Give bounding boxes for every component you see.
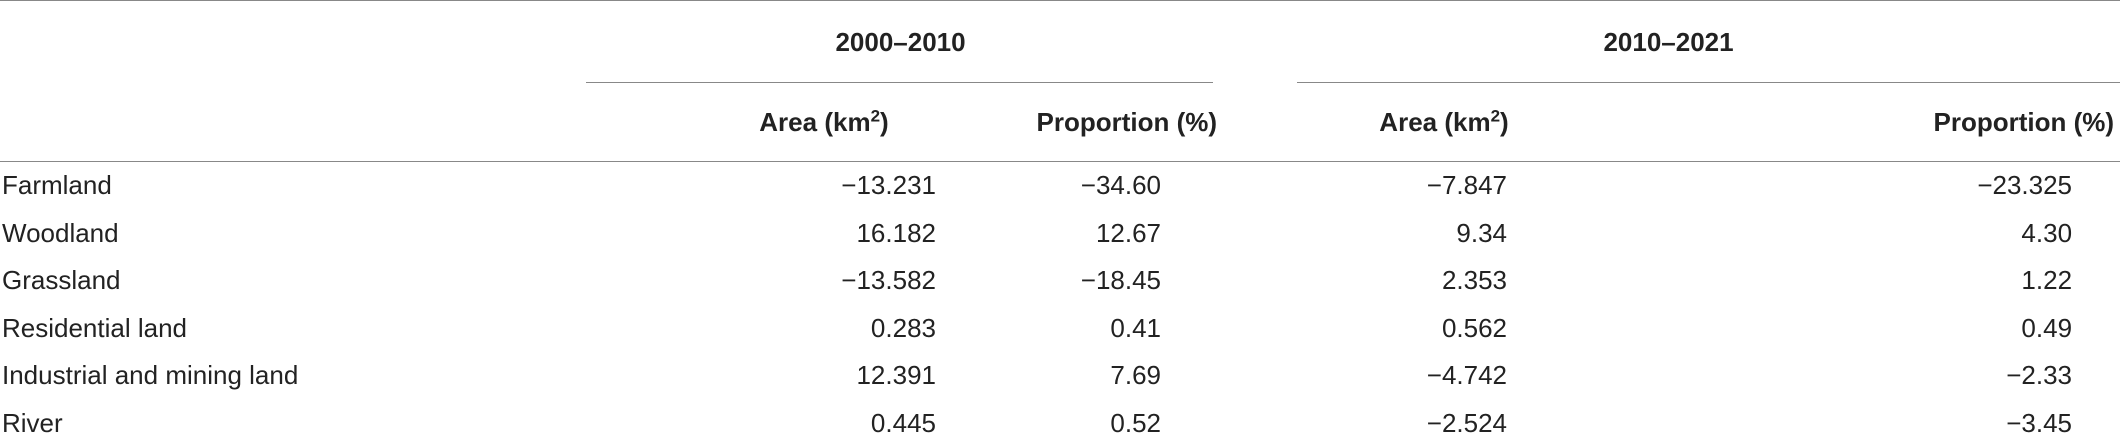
cell-proportion-2010-2021: −23.325 <box>1977 170 2073 201</box>
cell-area-2000-2010: −13.231 <box>841 170 936 201</box>
table-row: Farmland −13.231 −34.60 −7.847 −23.325 <box>0 162 2120 210</box>
row-label: Residential land <box>2 312 188 343</box>
cell-proportion-2000-2010: −18.45 <box>1080 265 1162 296</box>
subheader-area-2000-2010: Area (km2) <box>584 83 944 162</box>
cell-area-2000-2010: 0.445 <box>870 407 936 438</box>
group-label-2000-2010: 2000–2010 <box>835 26 966 57</box>
cell-proportion-2000-2010: 7.69 <box>1110 360 1162 391</box>
cell-area-2010-2021: 2.353 <box>1441 265 1508 296</box>
cell-area-2000-2010: 0.283 <box>870 312 936 343</box>
table-body: Farmland −13.231 −34.60 −7.847 −23.325 W… <box>0 162 2120 447</box>
header-group-row: 2000–2010 2010–2021 <box>0 0 2120 83</box>
cell-proportion-2010-2021: −2.33 <box>2006 360 2073 391</box>
table-header: 2000–2010 2010–2021 Area (km2) Proportio… <box>0 0 2120 162</box>
cell-area-2000-2010: 12.391 <box>856 360 936 391</box>
cell-proportion-2000-2010: 0.41 <box>1110 312 1162 343</box>
header-blank-subcell <box>0 83 584 162</box>
group-underline-2010-2021 <box>1297 82 2120 83</box>
group-underline-2000-2010 <box>586 82 1214 83</box>
cell-proportion-2000-2010: −34.60 <box>1080 170 1162 201</box>
table-row: River 0.445 0.52 −2.524 −3.45 <box>0 400 2120 447</box>
cell-area-2010-2021: −4.742 <box>1426 360 1508 391</box>
table-row: Woodland 16.182 12.67 9.34 4.30 <box>0 210 2120 258</box>
group-header-2010-2021: 2010–2021 <box>1217 0 2120 83</box>
subheader-proportion-2010-2021: Proportion (%) <box>1601 83 2120 162</box>
cell-area-2000-2010: −13.582 <box>841 265 936 296</box>
table-row: Grassland −13.582 −18.45 2.353 1.22 <box>0 257 2120 305</box>
cell-proportion-2000-2010: 12.67 <box>1095 217 1162 248</box>
group-header-2000-2010: 2000–2010 <box>584 0 1218 83</box>
cell-proportion-2010-2021: −3.45 <box>2006 407 2073 438</box>
subheader-proportion-2000-2010: Proportion (%) <box>944 83 1218 162</box>
cell-area-2010-2021: 9.34 <box>1456 217 1508 248</box>
row-label: Woodland <box>2 217 119 248</box>
row-label: River <box>2 407 63 438</box>
header-blank-cell <box>0 0 584 83</box>
cell-area-2010-2021: −2.524 <box>1426 407 1508 438</box>
row-label: Farmland <box>2 170 112 201</box>
cell-area-2010-2021: −7.847 <box>1426 170 1508 201</box>
cell-proportion-2000-2010: 0.52 <box>1110 407 1162 438</box>
header-sub-row: Area (km2) Proportion (%) Area (km2) Pro… <box>0 83 2120 162</box>
row-label: Industrial and mining land <box>2 360 299 391</box>
cell-proportion-2010-2021: 4.30 <box>2021 217 2073 248</box>
subheader-area-2010-2021: Area (km2) <box>1217 83 1602 162</box>
table-row: Residential land 0.283 0.41 0.562 0.49 <box>0 305 2120 353</box>
table-row: Industrial and mining land 12.391 7.69 −… <box>0 352 2120 400</box>
cell-proportion-2010-2021: 0.49 <box>2021 312 2073 343</box>
group-label-2010-2021: 2010–2021 <box>1603 26 1734 57</box>
cell-area-2000-2010: 16.182 <box>856 217 936 248</box>
cell-area-2010-2021: 0.562 <box>1441 312 1508 343</box>
row-label: Grassland <box>2 265 121 296</box>
cell-proportion-2010-2021: 1.22 <box>2021 265 2073 296</box>
